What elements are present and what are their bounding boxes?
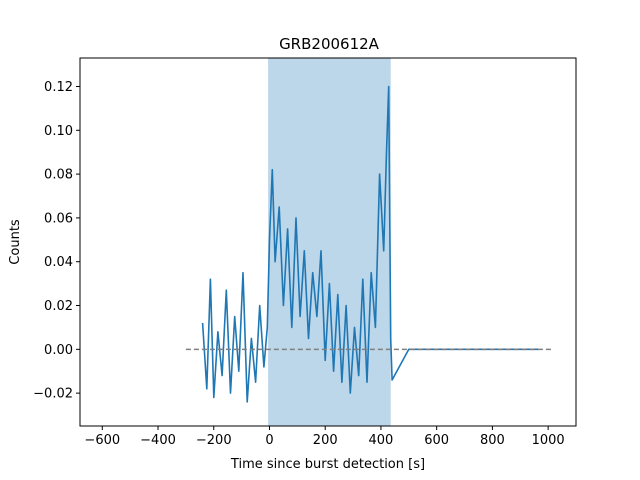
x-tick-label: −400: [140, 433, 176, 448]
x-axis: −600 −400 −200 0 200 400 600 800 1000: [84, 426, 565, 448]
y-axis: −0.02 0.00 0.02 0.04 0.06 0.08 0.10 0.12: [33, 80, 80, 402]
y-tick-label: 0.10: [44, 124, 73, 139]
axes-frame: [79, 57, 577, 427]
y-tick-label: 0.04: [44, 255, 73, 270]
chart-title: GRB200612A: [279, 35, 380, 53]
y-tick-label: 0.02: [44, 299, 73, 314]
x-tick-label: −600: [84, 433, 120, 448]
x-tick-label: 400: [369, 433, 394, 448]
x-tick-label: 600: [424, 433, 449, 448]
y-tick-label: 0.08: [44, 168, 73, 183]
x-tick-label: 0: [265, 433, 273, 448]
y-tick-label: −0.02: [33, 387, 73, 402]
y-tick-label: 0.06: [44, 211, 73, 226]
y-tick-label: 0.00: [44, 343, 73, 358]
x-tick-label: −200: [196, 433, 232, 448]
plot-area: [185, 58, 554, 426]
y-tick-label: 0.12: [44, 80, 73, 95]
series-line-0: [201, 85, 539, 403]
x-tick-label: 200: [313, 433, 338, 448]
x-axis-label: Time since burst detection [s]: [230, 457, 425, 472]
x-tick-label: 800: [480, 433, 505, 448]
y-axis-label: Counts: [8, 219, 23, 265]
x-tick-label: 1000: [532, 433, 565, 448]
